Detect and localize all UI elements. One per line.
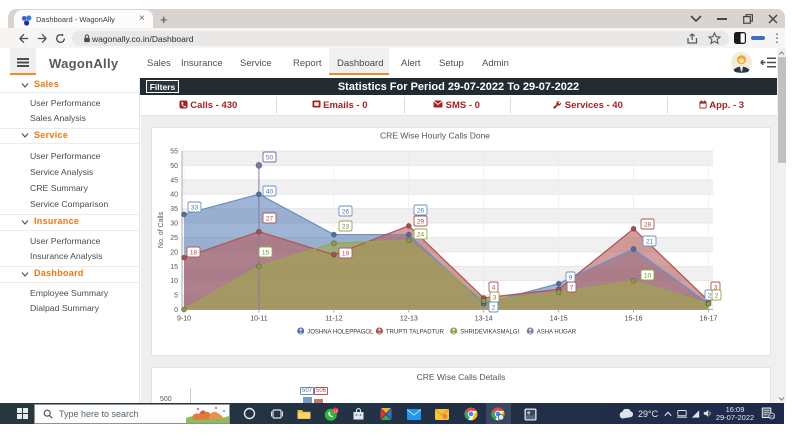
svg-text:5: 5 <box>174 293 178 300</box>
svg-text:25: 25 <box>170 235 178 242</box>
svg-text:0: 0 <box>174 307 178 314</box>
svg-text:14-15: 14-15 <box>550 316 568 323</box>
svg-text:4: 4 <box>492 285 496 292</box>
svg-text:18: 18 <box>190 250 198 257</box>
svg-text:9-10: 9-10 <box>177 316 191 323</box>
svg-text:JOSHNA HOLEPPAGOL: JOSHNA HOLEPPAGOL <box>307 330 374 336</box>
svg-text:33: 33 <box>191 205 199 212</box>
svg-text:19: 19 <box>342 251 350 258</box>
svg-text:11-12: 11-12 <box>325 316 342 323</box>
svg-text:23: 23 <box>342 224 350 231</box>
svg-text:15: 15 <box>170 264 178 271</box>
svg-text:ASHA HUGAR: ASHA HUGAR <box>537 330 577 336</box>
svg-text:40: 40 <box>266 189 274 196</box>
svg-text:27: 27 <box>266 216 274 223</box>
svg-text:45: 45 <box>170 177 178 184</box>
svg-text:9: 9 <box>569 275 573 282</box>
svg-text:24: 24 <box>417 232 425 239</box>
svg-text:CRE Wise Hourly Calls Done: CRE Wise Hourly Calls Done <box>380 131 490 141</box>
svg-text:50: 50 <box>266 155 274 162</box>
svg-text:21: 21 <box>769 414 775 419</box>
svg-text:10-11: 10-11 <box>250 316 267 323</box>
svg-text:40: 40 <box>170 192 178 199</box>
svg-text:12-13: 12-13 <box>400 316 418 323</box>
svg-text:7: 7 <box>570 285 574 292</box>
svg-text:No. of Calls: No. of Calls <box>158 211 165 248</box>
svg-text:15-16: 15-16 <box>625 316 643 323</box>
svg-text:30: 30 <box>170 221 178 228</box>
svg-text:21: 21 <box>646 239 654 246</box>
svg-text:3: 3 <box>493 295 497 302</box>
svg-text:28: 28 <box>644 222 652 229</box>
svg-text:55: 55 <box>170 149 178 156</box>
svg-text:35: 35 <box>170 206 178 213</box>
svg-text:2: 2 <box>492 305 496 312</box>
svg-text:29: 29 <box>417 219 425 226</box>
svg-text:20: 20 <box>170 249 178 256</box>
svg-text:15: 15 <box>262 250 270 257</box>
svg-text:2: 2 <box>715 293 719 300</box>
svg-text:10: 10 <box>644 273 652 280</box>
svg-text:SHRIDEVIKASMALGI: SHRIDEVIKASMALGI <box>460 330 519 336</box>
svg-text:TRUPTI TALPADTUR: TRUPTI TALPADTUR <box>386 330 445 336</box>
svg-text:10: 10 <box>170 278 178 285</box>
svg-text:3: 3 <box>714 285 718 292</box>
svg-text:50: 50 <box>170 163 178 170</box>
svg-text:16-17: 16-17 <box>700 316 718 323</box>
svg-text:2: 2 <box>708 293 712 300</box>
svg-text:13-14: 13-14 <box>475 316 493 323</box>
svg-text:26: 26 <box>417 208 425 215</box>
svg-text:12: 12 <box>333 408 338 413</box>
svg-text:26: 26 <box>342 209 350 216</box>
